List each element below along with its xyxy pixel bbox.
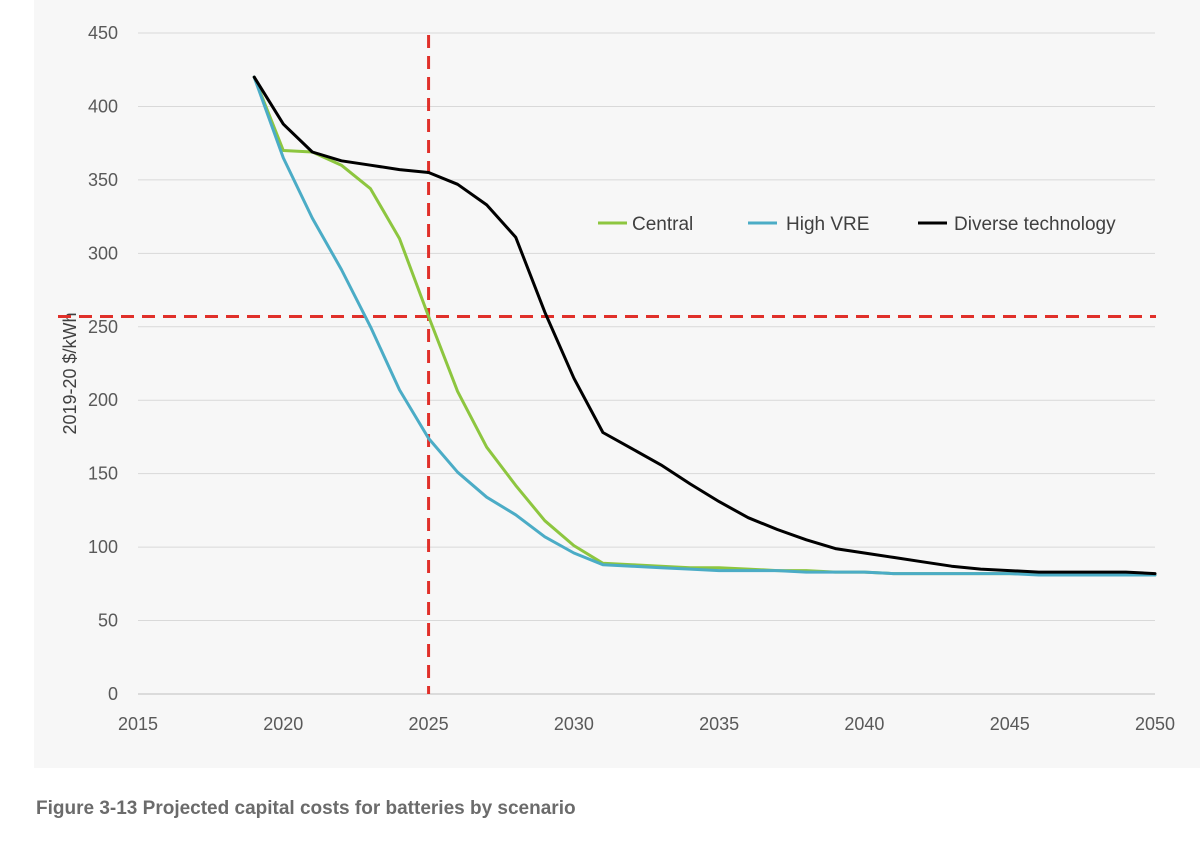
y-tick-label: 400 xyxy=(88,96,118,116)
y-tick-label: 100 xyxy=(88,537,118,557)
chart-panel xyxy=(34,0,1200,768)
y-tick-label: 250 xyxy=(88,317,118,337)
series-line-high-vre xyxy=(252,75,1157,577)
x-tick-label: 2040 xyxy=(844,714,884,734)
series-line-diverse-technology xyxy=(252,75,1157,576)
x-tick-label: 2020 xyxy=(263,714,303,734)
y-tick-label: 0 xyxy=(108,684,118,704)
y-tick-label: 200 xyxy=(88,390,118,410)
x-tick-label: 2050 xyxy=(1135,714,1175,734)
y-tick-label: 350 xyxy=(88,170,118,190)
y-tick-label: 150 xyxy=(88,464,118,484)
series-line-central xyxy=(252,75,1157,577)
figure-caption: Figure 3-13 Projected capital costs for … xyxy=(36,798,576,819)
y-tick-label: 300 xyxy=(88,243,118,263)
x-tick-label: 2035 xyxy=(699,714,739,734)
y-tick-label: 450 xyxy=(88,23,118,43)
y-axis-title: 2019-20 $/kWh xyxy=(60,312,80,434)
x-tick-label: 2045 xyxy=(990,714,1030,734)
y-tick-label: 50 xyxy=(98,611,118,631)
legend-label: Central xyxy=(632,214,693,235)
x-tick-label: 2025 xyxy=(409,714,449,734)
legend-label: Diverse technology xyxy=(954,214,1116,235)
legend-label: High VRE xyxy=(786,214,869,235)
x-tick-label: 2030 xyxy=(554,714,594,734)
x-tick-label: 2015 xyxy=(118,714,158,734)
